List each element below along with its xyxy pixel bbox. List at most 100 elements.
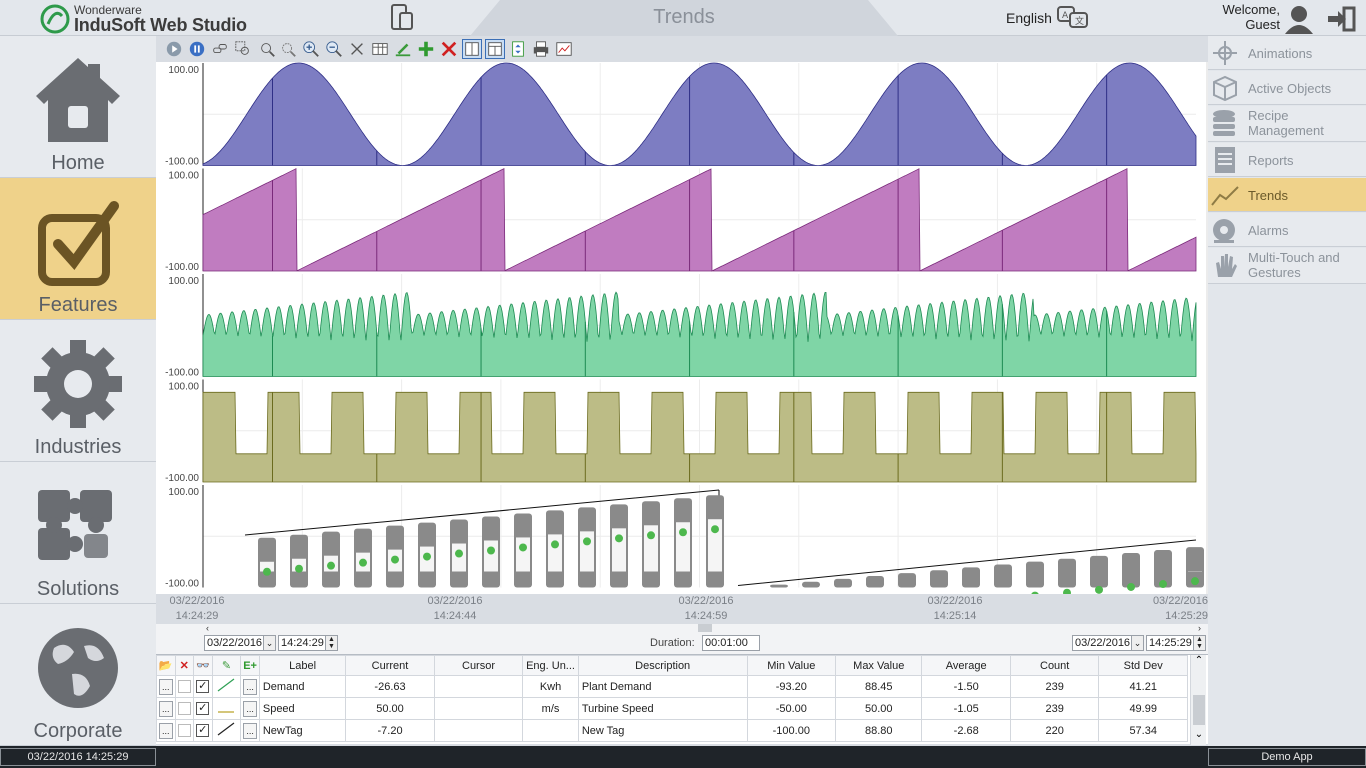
time-scrollbar[interactable]: ‹ › [206,623,1206,633]
table-row[interactable]: ... ✓ ... NewTag -7.20 New Tag -100.00 8… [156,719,1188,742]
zoom-in-icon[interactable] [301,39,321,59]
export-chart-icon[interactable] [554,39,574,59]
rnav-alarms[interactable]: Alarms [1208,213,1366,247]
pause-icon[interactable] [187,39,207,59]
y-tick-label: 100.00 [168,382,199,393]
pen-color-icon[interactable] [393,39,413,59]
col-description[interactable]: Description [577,655,748,676]
rnav-active-objects[interactable]: Active Objects [1208,71,1366,105]
duration-field[interactable]: 00:01:00 [702,635,760,651]
col-label[interactable]: Label [258,655,347,676]
row-menu-button[interactable]: ... [158,722,173,739]
nav-solutions-label: Solutions [36,578,120,600]
legend-scrollbar[interactable]: ⌃ ⌄ [1190,655,1206,745]
vertical-fit-icon[interactable] [508,39,528,59]
delete-icon[interactable]: ✕ [174,655,195,676]
brand-small: Wonderware [74,3,142,17]
scroll-right-icon[interactable]: › [1198,623,1201,633]
bottle-logo [391,555,399,564]
zoom-area-icon[interactable] [257,39,277,59]
col-min[interactable]: Min Value [746,655,837,676]
table-row[interactable]: ... ✓ ... Speed 50.00 m/s Turbine Speed … [156,697,1188,720]
zoom-select-icon[interactable] [233,39,253,59]
end-date-field[interactable]: 03/22/2016 ⌄ [1072,635,1144,651]
spinner-icon[interactable]: ▲ ▼ [325,636,337,650]
scroll-thumb[interactable] [1193,695,1205,725]
cursor-toggle-icon[interactable] [462,39,482,59]
table-icon[interactable] [370,39,390,59]
start-time-field[interactable]: 14:24:29 ▲ ▼ [278,635,338,651]
device-icon[interactable] [386,3,416,33]
zoom-fit-icon[interactable] [278,39,298,59]
add-pen-icon[interactable] [416,39,436,59]
chevron-down-icon[interactable]: ⌄ [263,636,275,650]
nav-solutions[interactable]: Solutions [0,462,156,604]
pen-settings-button[interactable]: ... [243,722,258,739]
cell-eng: m/s [522,697,579,720]
cell-label: NewTag [258,719,347,742]
user-icon[interactable] [1284,4,1314,34]
trend-chart[interactable]: 100.00 -100.00 100.00 -100.00 100.00 -100.00 1… [156,62,1208,626]
nav-corporate[interactable]: Corporate [0,604,156,746]
pen-style-icon[interactable]: ✎ [211,655,242,676]
rnav-multitouch[interactable]: Multi-Touch and Gestures [1208,248,1366,284]
pen-settings-button[interactable]: ... [243,700,258,717]
rnav-animations[interactable]: Animations [1208,36,1366,70]
checkbox-icon [38,201,119,286]
col-current[interactable]: Current [345,655,435,676]
rnav-trends[interactable]: Trends [1208,178,1366,212]
title-tab: Trends [470,0,898,36]
visible-checkbox[interactable]: ✓ [196,702,210,715]
scroll-left-icon[interactable]: ‹ [206,623,209,633]
pen-swatch[interactable] [216,699,236,715]
select-checkbox[interactable] [177,702,191,715]
pen-swatch[interactable] [216,721,236,737]
start-date-field[interactable]: 03/22/2016 ⌄ [204,635,276,651]
chevron-up-icon[interactable]: ⌃ [1194,655,1204,666]
visibility-icon[interactable]: 👓 [193,655,213,676]
open-file-icon[interactable]: 📂 [156,655,176,676]
select-checkbox[interactable] [177,680,191,693]
nav-industries[interactable]: Industries [0,320,156,462]
col-eng-units[interactable]: Eng. Un... [522,655,579,676]
split-view-icon[interactable] [485,39,505,59]
end-time-field[interactable]: 14:25:29 ▲ ▼ [1146,635,1206,651]
cell-label: Speed [258,697,347,720]
col-stddev[interactable]: Std Dev [1098,655,1188,676]
row-menu-button[interactable]: ... [158,678,173,695]
bottle-logo [359,558,367,567]
chevron-down-icon[interactable]: ⌄ [1131,636,1143,650]
table-row[interactable]: ... ✓ ... Demand -26.63 Kwh Plant Demand… [156,675,1188,698]
col-count[interactable]: Count [1009,655,1100,676]
language-label[interactable]: English [1006,10,1052,26]
col-cursor[interactable]: Cursor [433,655,524,676]
visible-checkbox[interactable]: ✓ [196,680,210,693]
language-icon[interactable]: A 文 [1056,5,1090,31]
zoom-out-icon[interactable] [324,39,344,59]
select-checkbox[interactable] [177,724,191,737]
rnav-recipe[interactable]: Recipe Management [1208,106,1366,142]
print-icon[interactable] [531,39,551,59]
col-average[interactable]: Average [921,655,1011,676]
chevron-down-icon[interactable]: ⌄ [1194,729,1204,740]
remove-pen-icon[interactable] [439,39,459,59]
play-icon[interactable] [164,39,184,59]
nav-home[interactable]: Home [0,36,156,178]
add-tag-icon[interactable]: E+ [240,655,260,676]
report-icon [1215,147,1235,173]
col-max[interactable]: Max Value [835,655,923,676]
welcome-text: Welcome, Guest [1200,2,1280,32]
link-icon[interactable] [210,39,230,59]
reset-zoom-icon[interactable] [347,39,367,59]
nav-features[interactable]: Features [0,178,156,320]
pen-settings-button[interactable]: ... [243,678,258,695]
rnav-reports[interactable]: Reports [1208,143,1366,177]
logout-icon[interactable] [1326,6,1356,32]
visible-checkbox[interactable]: ✓ [196,724,210,737]
spinner-icon[interactable]: ▲ ▼ [1193,636,1205,650]
animations-icon [1213,41,1237,65]
trend-plot[interactable]: 100.00 -100.00 100.00 -100.00 100.00 -100.00 1… [156,62,1208,626]
pen-swatch[interactable] [216,677,236,693]
scroll-thumb[interactable] [698,624,712,632]
row-menu-button[interactable]: ... [158,700,173,717]
